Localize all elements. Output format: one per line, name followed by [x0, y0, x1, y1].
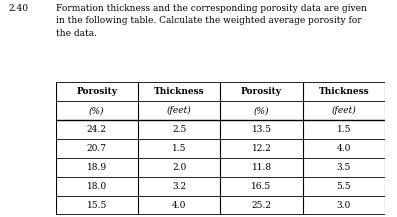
Text: 2.5: 2.5 [172, 125, 186, 134]
Text: (%): (%) [254, 106, 269, 115]
Text: 25.2: 25.2 [252, 201, 272, 210]
Text: 5.5: 5.5 [337, 182, 351, 191]
Text: 4.0: 4.0 [172, 201, 186, 210]
Text: 24.2: 24.2 [87, 125, 107, 134]
Text: 1.5: 1.5 [337, 125, 351, 134]
Text: 2.40: 2.40 [8, 4, 28, 13]
Text: Porosity: Porosity [241, 87, 282, 96]
Text: 13.5: 13.5 [251, 125, 272, 134]
Text: (%): (%) [89, 106, 104, 115]
Text: (feet): (feet) [167, 106, 191, 115]
Text: 12.2: 12.2 [252, 144, 272, 153]
Text: 3.2: 3.2 [172, 182, 186, 191]
Text: Thickness: Thickness [154, 87, 204, 96]
Text: (feet): (feet) [331, 106, 356, 115]
Text: 2.0: 2.0 [172, 163, 186, 172]
Text: Porosity: Porosity [76, 87, 117, 96]
Text: Formation thickness and the corresponding porosity data are given
in the followi: Formation thickness and the correspondin… [56, 4, 366, 38]
Text: 3.5: 3.5 [337, 163, 351, 172]
Text: 4.0: 4.0 [337, 144, 351, 153]
Text: Thickness: Thickness [318, 87, 369, 96]
Text: 20.7: 20.7 [87, 144, 107, 153]
Text: 18.0: 18.0 [87, 182, 107, 191]
Text: 3.0: 3.0 [337, 201, 351, 210]
Text: 16.5: 16.5 [251, 182, 272, 191]
Text: 15.5: 15.5 [87, 201, 107, 210]
Text: 11.8: 11.8 [251, 163, 272, 172]
Text: 1.5: 1.5 [172, 144, 187, 153]
Text: 18.9: 18.9 [87, 163, 107, 172]
